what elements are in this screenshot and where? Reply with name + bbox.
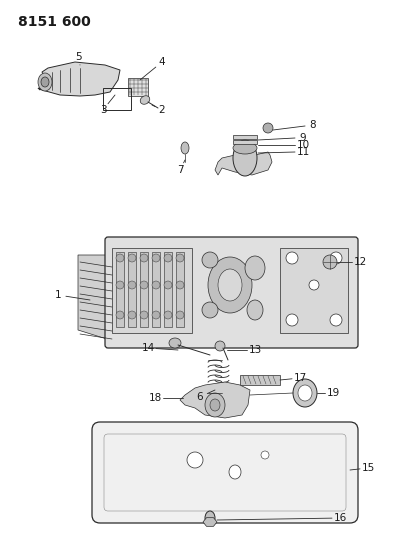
Ellipse shape [233,142,257,154]
Ellipse shape [286,314,298,326]
Ellipse shape [205,511,215,525]
Text: 10: 10 [296,140,309,150]
Polygon shape [180,382,250,418]
Ellipse shape [205,393,225,417]
Ellipse shape [164,281,172,289]
FancyBboxPatch shape [105,237,358,348]
Text: 8: 8 [309,120,316,130]
Polygon shape [78,255,115,340]
Ellipse shape [263,123,273,133]
Text: 18: 18 [148,393,162,403]
Text: 8151 600: 8151 600 [18,15,91,29]
Ellipse shape [164,311,172,319]
Ellipse shape [128,254,136,262]
Ellipse shape [128,281,136,289]
Bar [112,248,192,333]
Bar [140,252,148,327]
Bar [233,140,257,144]
Ellipse shape [208,257,252,313]
Ellipse shape [140,96,150,104]
Ellipse shape [202,252,218,268]
Ellipse shape [176,254,184,262]
Ellipse shape [41,77,49,87]
Bar [128,78,148,96]
Ellipse shape [261,451,269,459]
Bar [164,252,172,327]
Bar [233,135,257,139]
Ellipse shape [229,465,241,479]
Text: 19: 19 [326,388,339,398]
Ellipse shape [215,341,225,351]
Ellipse shape [293,379,317,407]
Ellipse shape [210,399,220,411]
Text: 1: 1 [55,290,61,300]
Ellipse shape [247,300,263,320]
Ellipse shape [140,281,148,289]
Ellipse shape [181,142,189,154]
Bar [176,252,184,327]
Text: 7: 7 [177,165,183,175]
FancyBboxPatch shape [92,422,358,523]
Ellipse shape [128,311,136,319]
Ellipse shape [286,252,298,264]
Text: 6: 6 [197,392,203,402]
Bar [280,248,348,333]
Ellipse shape [169,338,181,348]
Text: 15: 15 [361,463,374,473]
Text: 11: 11 [296,147,309,157]
Text: 5: 5 [75,52,81,62]
Ellipse shape [152,254,160,262]
Ellipse shape [309,280,319,290]
Text: 14: 14 [141,343,155,353]
Ellipse shape [116,254,124,262]
Ellipse shape [298,385,312,401]
Ellipse shape [176,311,184,319]
Ellipse shape [140,311,148,319]
Text: 4: 4 [159,57,165,67]
Ellipse shape [245,256,265,280]
Text: 2: 2 [159,105,165,115]
Text: 16: 16 [333,513,346,523]
Ellipse shape [116,281,124,289]
Polygon shape [215,152,272,175]
Text: 9: 9 [300,133,306,143]
Polygon shape [38,62,120,96]
Ellipse shape [152,281,160,289]
Text: 13: 13 [248,345,262,355]
Ellipse shape [202,302,218,318]
Ellipse shape [218,269,242,301]
Ellipse shape [116,311,124,319]
Bar [128,252,136,327]
Ellipse shape [176,281,184,289]
Text: 12: 12 [353,257,367,267]
Ellipse shape [187,452,203,468]
Text: 17: 17 [293,373,307,383]
Ellipse shape [330,314,342,326]
Ellipse shape [164,254,172,262]
Text: 3: 3 [100,105,106,115]
Polygon shape [203,518,217,526]
Ellipse shape [233,140,257,176]
Ellipse shape [38,73,52,91]
Bar [152,252,160,327]
Bar [116,252,124,327]
Bar [240,375,280,385]
Ellipse shape [140,254,148,262]
Ellipse shape [323,255,337,269]
Ellipse shape [330,252,342,264]
Bar [103,88,131,110]
Ellipse shape [152,311,160,319]
